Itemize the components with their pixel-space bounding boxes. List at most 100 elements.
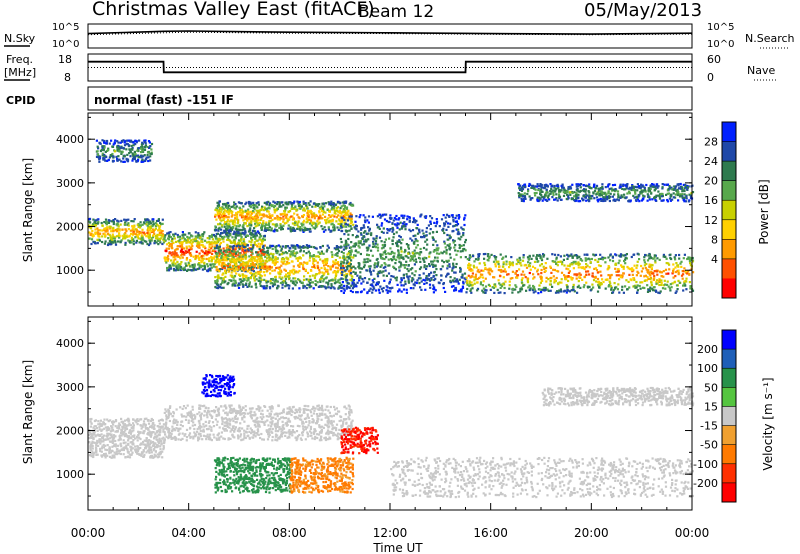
data-cell (265, 250, 268, 253)
data-cell (380, 271, 383, 274)
data-cell (333, 205, 336, 208)
data-cell (609, 253, 612, 256)
data-cell (138, 139, 141, 142)
data-cell (147, 243, 151, 247)
data-cell (617, 283, 620, 286)
data-cell (660, 271, 663, 274)
data-cell (576, 286, 579, 289)
data-cell (604, 261, 607, 264)
data-cell (244, 231, 247, 234)
data-cell (330, 200, 333, 203)
data-cell (309, 254, 312, 257)
data-cell (332, 261, 335, 264)
data-cell (270, 278, 273, 281)
data-cell (261, 263, 264, 266)
data-cell (287, 202, 290, 205)
data-cell (526, 281, 530, 284)
data-cell (321, 202, 324, 205)
data-cell (436, 220, 439, 223)
data-cell (411, 252, 415, 255)
data-cell (134, 155, 137, 158)
data-cell (253, 241, 256, 244)
data-cell (143, 139, 146, 142)
data-cell (251, 251, 254, 254)
data-cell (316, 255, 319, 258)
data-cell (473, 276, 476, 279)
data-cell (141, 141, 144, 144)
data-cell (559, 260, 562, 263)
data-cell (267, 215, 270, 218)
data-cell (311, 274, 314, 277)
data-cell (156, 238, 159, 241)
data-cell (565, 291, 568, 294)
data-cell (425, 248, 428, 251)
data-cell (507, 273, 510, 276)
data-cell (132, 231, 135, 234)
data-cell (237, 244, 240, 247)
data-cell (244, 249, 247, 252)
data-cell (198, 252, 201, 255)
data-cell (144, 219, 147, 222)
data-cell (201, 238, 204, 241)
data-cell (658, 278, 661, 281)
data-cell (253, 273, 256, 276)
data-cell (235, 272, 238, 275)
nsky-label: N.Sky (4, 32, 36, 45)
data-cell (223, 229, 226, 232)
data-cell (269, 257, 272, 260)
data-cell (321, 227, 324, 231)
data-cell (134, 233, 137, 236)
data-cell (167, 258, 170, 261)
data-cell (286, 252, 289, 255)
data-cell (290, 250, 293, 253)
data-cell (673, 281, 676, 284)
data-cell (359, 291, 363, 294)
data-cell (239, 245, 242, 248)
data-cell (250, 249, 253, 253)
data-cell (227, 262, 230, 265)
data-cell (303, 285, 307, 288)
data-cell (98, 235, 101, 238)
data-cell (636, 260, 639, 263)
data-cell (643, 279, 646, 282)
data-cell (298, 200, 301, 204)
data-cell (348, 203, 351, 206)
data-cell (463, 272, 467, 275)
data-cell (314, 274, 317, 277)
data-cell (223, 267, 226, 270)
data-cell (235, 205, 238, 208)
data-cell (569, 263, 572, 266)
data-cell (367, 265, 371, 268)
data-cell (403, 223, 406, 226)
data-cell (318, 268, 321, 272)
data-cell (260, 226, 263, 229)
data-cell (281, 252, 285, 255)
data-cell (259, 218, 262, 221)
data-cell (357, 251, 360, 254)
data-cell (222, 207, 225, 210)
data-cell (98, 232, 101, 235)
data-cell (326, 244, 329, 247)
data-cell (502, 270, 505, 273)
data-cell (622, 254, 625, 257)
data-cell (417, 277, 420, 280)
data-cell (540, 257, 543, 260)
data-cell (345, 241, 348, 244)
data-cell (322, 210, 325, 213)
data-cell (405, 273, 408, 276)
data-cell (214, 213, 217, 216)
data-cell (172, 259, 175, 262)
data-cell (157, 243, 160, 246)
data-cell (442, 229, 445, 232)
data-cell (540, 288, 543, 291)
data-cell (115, 155, 118, 158)
data-cell (423, 256, 426, 259)
data-cell (120, 239, 123, 242)
data-cell (652, 278, 655, 281)
data-cell (245, 270, 248, 273)
data-cell (460, 244, 463, 247)
data-cell (235, 259, 238, 262)
data-cell (188, 245, 191, 248)
data-cell (117, 155, 120, 158)
data-cell (103, 233, 106, 236)
